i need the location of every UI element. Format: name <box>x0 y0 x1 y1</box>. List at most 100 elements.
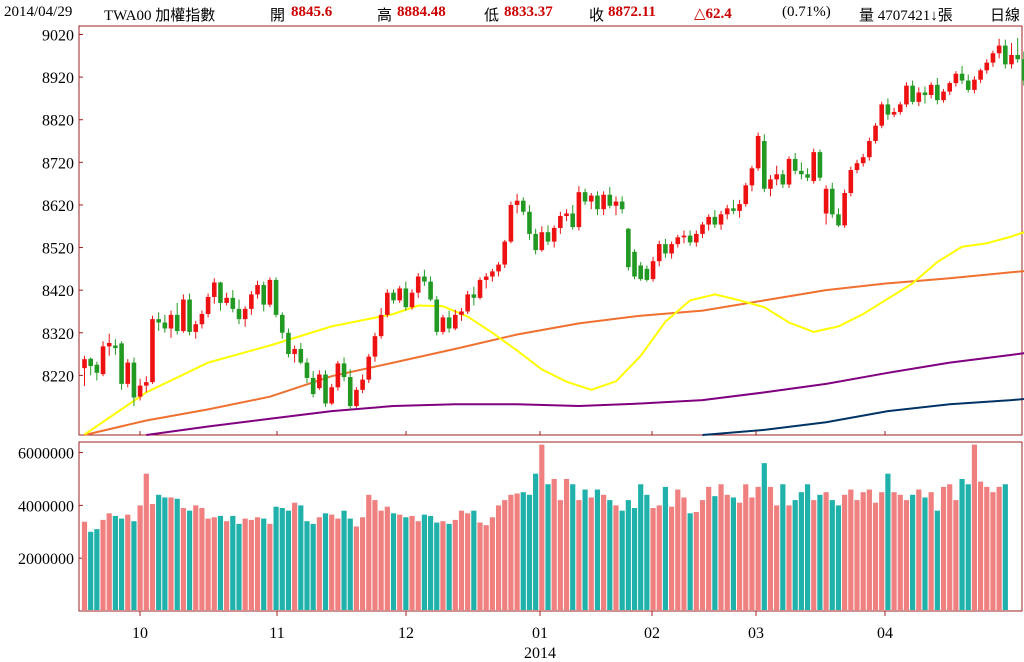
candle <box>922 86 928 104</box>
candle <box>298 342 304 365</box>
price-tick-label: 8620 <box>42 198 74 215</box>
ma120-line <box>702 397 1024 436</box>
volume-bar <box>162 497 168 610</box>
candle <box>607 187 613 209</box>
candle-body <box>768 179 773 189</box>
volume-bar <box>681 497 687 610</box>
candle <box>749 165 755 192</box>
candle-body <box>576 192 582 228</box>
candle-body <box>607 194 613 206</box>
volume-bar <box>965 484 971 610</box>
candle <box>292 345 297 363</box>
candle <box>558 211 563 234</box>
candle-body <box>749 168 755 186</box>
candle <box>774 165 779 186</box>
volume-tick-label: 2000000 <box>18 551 74 568</box>
candle-body <box>409 292 415 308</box>
candle-body <box>663 244 668 254</box>
candle <box>82 355 87 387</box>
volume-bar <box>446 523 452 610</box>
volume-bar <box>174 498 180 610</box>
candle-body <box>539 232 545 251</box>
candle-body <box>187 299 192 332</box>
month-label: 04 <box>877 625 893 642</box>
candle-body <box>1009 54 1014 65</box>
candle-body <box>762 141 767 189</box>
volume-bar <box>953 500 959 610</box>
month-label: 10 <box>132 625 148 642</box>
volume-bar <box>211 517 217 610</box>
candle <box>347 369 353 410</box>
candle <box>867 137 872 161</box>
candle-body <box>570 213 576 228</box>
volume-bar <box>656 505 662 610</box>
volume-bar <box>106 513 112 610</box>
candle-body <box>953 73 959 84</box>
candle-body <box>842 193 847 226</box>
volume-bar <box>947 484 953 610</box>
candle <box>644 265 650 282</box>
candle-body <box>137 385 143 397</box>
candle <box>125 359 131 388</box>
volume-bar <box>594 489 601 610</box>
candle-body <box>551 227 557 242</box>
candle-body <box>718 214 724 225</box>
candle-body <box>588 195 594 202</box>
candle-body <box>694 233 699 243</box>
candle <box>304 358 310 384</box>
candle <box>947 81 952 96</box>
volume-bar <box>292 502 298 610</box>
volume-bar <box>508 494 514 610</box>
candle <box>706 214 711 231</box>
volume-bar <box>804 484 811 610</box>
candle-body <box>854 163 860 171</box>
candle <box>885 98 891 120</box>
candle-body <box>100 346 106 375</box>
candle-body <box>144 382 149 386</box>
candle <box>619 196 625 214</box>
candle-body <box>304 362 310 378</box>
candle-body <box>292 348 297 355</box>
candle <box>743 182 749 207</box>
candle <box>626 227 631 271</box>
volume-bar <box>193 505 199 610</box>
candle-body <box>174 314 180 332</box>
candle-body <box>156 319 161 323</box>
volume-bar <box>916 489 922 610</box>
volume-bar <box>848 489 854 610</box>
volume-tick-label: 4000000 <box>18 498 74 515</box>
candle <box>823 185 829 225</box>
candle-body <box>230 297 236 309</box>
candle <box>144 376 149 393</box>
candle-body <box>935 84 940 101</box>
candle-body <box>446 317 452 329</box>
candle-body <box>317 374 322 389</box>
candle-body <box>267 279 273 305</box>
high-label: 高 <box>377 8 393 24</box>
candle <box>168 310 174 338</box>
volume-bar <box>650 508 656 610</box>
year-label: 2014 <box>524 645 556 662</box>
price-tick-label: 8720 <box>42 155 74 172</box>
candle <box>131 357 137 407</box>
candle <box>582 188 588 205</box>
volume-bar <box>427 515 434 610</box>
volume-bar <box>137 505 143 610</box>
volume-bar <box>316 517 322 610</box>
volume-bar <box>81 521 88 610</box>
price-tick-label: 8420 <box>42 283 74 300</box>
symbol-name: TWA00 加權指數 <box>104 8 216 24</box>
volume-bar <box>1002 484 1008 610</box>
candle <box>397 285 402 303</box>
volume-bar <box>780 484 786 610</box>
volume-bar <box>730 497 736 610</box>
candle <box>261 281 267 312</box>
candle <box>539 226 545 252</box>
candle <box>273 277 279 318</box>
volume-bar <box>149 504 156 610</box>
candle <box>854 159 860 174</box>
candle <box>230 290 236 313</box>
volume-bar <box>495 505 502 610</box>
volume-bar <box>458 510 465 610</box>
candle <box>415 273 421 298</box>
